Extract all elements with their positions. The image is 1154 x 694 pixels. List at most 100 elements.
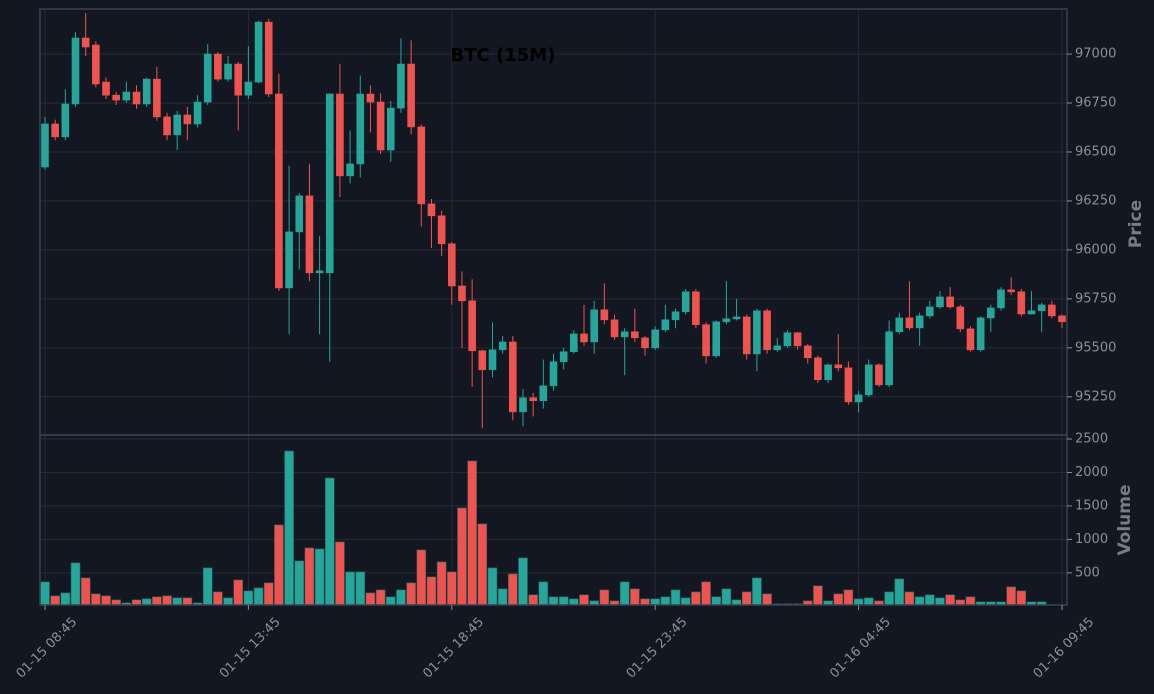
- volume-bar: [599, 589, 610, 606]
- candle-body: [447, 243, 456, 287]
- volume-bar: [762, 593, 772, 606]
- candle-body: [407, 63, 415, 128]
- y-tick-label: 96000: [1075, 242, 1116, 257]
- volume-bar: [91, 593, 101, 606]
- candle-body: [275, 93, 283, 289]
- volume-bar: [213, 591, 223, 606]
- volume-bar: [467, 460, 477, 606]
- candle-body: [956, 306, 965, 330]
- volume-bar: [528, 594, 538, 606]
- volume-bar: [935, 597, 945, 606]
- candle-body: [386, 107, 395, 151]
- candle-body: [122, 91, 131, 101]
- volume-bar: [945, 594, 955, 606]
- volume-bar: [355, 571, 366, 606]
- candle-body: [987, 307, 995, 319]
- candle-body: [620, 331, 629, 338]
- volume-bar: [508, 573, 518, 606]
- volume-bar: [314, 548, 325, 606]
- candle-body: [793, 332, 802, 347]
- volume-bar: [233, 579, 244, 606]
- volume-bar: [40, 581, 50, 606]
- volume-bar: [457, 507, 467, 606]
- candle-body: [132, 91, 141, 105]
- candle-body: [732, 316, 741, 320]
- volume-bar: [345, 571, 355, 606]
- volume-bar: [446, 571, 457, 606]
- volume-bar: [843, 589, 854, 606]
- volume-bar: [579, 594, 589, 606]
- candle-body: [1048, 304, 1056, 317]
- candle-body: [488, 349, 497, 371]
- candle-body: [590, 309, 598, 343]
- y-tick-label: 95500: [1075, 340, 1116, 355]
- volume-bar: [477, 523, 488, 606]
- candle-body: [305, 195, 314, 274]
- volume-bar: [324, 477, 335, 606]
- candle-body: [814, 357, 822, 381]
- volume-bar: [538, 581, 549, 606]
- volume-bar: [741, 591, 752, 606]
- candle-body: [285, 231, 293, 289]
- candle-body: [864, 364, 873, 396]
- volume-bar: [558, 596, 569, 606]
- candle-body: [783, 332, 792, 347]
- volume-bar: [152, 596, 162, 606]
- volume-bar: [60, 592, 71, 606]
- volume-bar: [518, 557, 528, 606]
- candle-body: [427, 203, 436, 217]
- candle-body: [559, 351, 568, 363]
- candle-body: [1027, 310, 1036, 315]
- candle-body: [895, 317, 904, 333]
- y-tick-label: 95750: [1075, 291, 1116, 306]
- volume-bar: [752, 577, 762, 606]
- candle-body: [753, 310, 761, 355]
- y2-tick-label: 1500: [1075, 498, 1108, 513]
- volume-bar: [263, 582, 274, 606]
- volume-bar: [375, 589, 386, 606]
- candle-body: [742, 316, 751, 355]
- candle-body: [336, 93, 344, 177]
- candle-body: [244, 81, 253, 96]
- candle-body: [1007, 289, 1015, 293]
- volume-frame: [39, 434, 1068, 606]
- candle-body: [366, 93, 375, 103]
- volume-bar: [833, 593, 844, 606]
- volume-bar: [853, 598, 864, 606]
- candle-body: [163, 116, 171, 136]
- candle-body: [610, 319, 619, 338]
- candle-body: [264, 21, 273, 95]
- volume-bar: [396, 589, 406, 606]
- volume-bar: [619, 581, 630, 606]
- candle-body: [1017, 291, 1026, 315]
- candle-body: [844, 367, 853, 403]
- volume-bar: [640, 598, 650, 606]
- candle-body: [498, 341, 507, 351]
- candle-body: [976, 317, 985, 351]
- candle-body: [631, 331, 639, 339]
- volume-bar: [111, 599, 121, 606]
- candle-body: [224, 63, 232, 80]
- volume-bar: [416, 549, 427, 606]
- candle-body: [183, 114, 192, 125]
- volume-bar: [172, 597, 183, 606]
- candle-body: [112, 94, 120, 101]
- y-tick-label: 96750: [1075, 96, 1116, 111]
- candle-body: [203, 53, 212, 103]
- volume-bar: [813, 585, 823, 606]
- volume-bar: [304, 547, 315, 606]
- candle-body: [61, 103, 70, 138]
- volume-bar: [487, 567, 498, 606]
- y-tick-label: 95250: [1075, 389, 1116, 404]
- candle-body: [509, 341, 517, 413]
- y2-tick-label: 2500: [1075, 432, 1108, 447]
- candle-body: [346, 163, 354, 177]
- volume-bar: [294, 560, 305, 606]
- volume-bar: [406, 582, 416, 606]
- volume-bar: [101, 595, 111, 606]
- volume-bar: [894, 578, 905, 606]
- candle-body: [92, 44, 100, 85]
- volume-bar: [436, 561, 447, 606]
- candle-body: [692, 291, 700, 326]
